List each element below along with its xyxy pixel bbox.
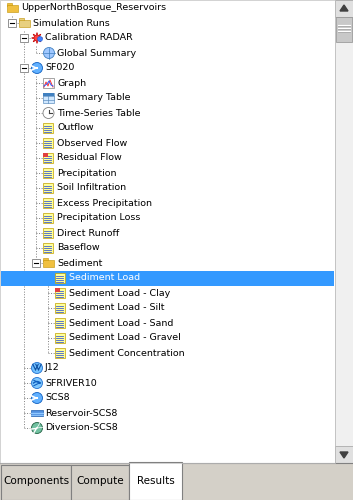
Text: UpperNorthBosque_Reservoirs: UpperNorthBosque_Reservoirs (21, 4, 166, 13)
Bar (71, 465, 129, 500)
Bar (43, 243, 53, 253)
Circle shape (31, 62, 42, 74)
Circle shape (43, 108, 54, 118)
Text: Soil Infiltration: Soil Infiltration (57, 184, 126, 192)
Bar (55, 273, 65, 283)
Text: Sediment Load - Clay: Sediment Load - Clay (69, 288, 170, 298)
Bar (43, 93, 54, 96)
Bar (43, 198, 53, 208)
Bar (43, 153, 53, 163)
Text: Direct Runoff: Direct Runoff (57, 228, 119, 237)
Bar (1, 270, 334, 285)
Bar (55, 348, 65, 358)
Text: Outflow: Outflow (57, 124, 94, 132)
Polygon shape (340, 452, 348, 458)
Bar (55, 288, 60, 292)
Bar (335, 0, 353, 463)
Bar (55, 318, 65, 328)
Text: Compute: Compute (76, 476, 124, 486)
Bar (129, 462, 182, 500)
Text: Sediment Load - Gravel: Sediment Load - Gravel (69, 334, 181, 342)
Text: Diversion-SCS8: Diversion-SCS8 (45, 424, 118, 432)
Bar (43, 138, 53, 148)
Circle shape (31, 362, 42, 374)
Bar (7, 5, 18, 12)
Text: Sediment: Sediment (57, 258, 102, 268)
Bar (43, 183, 53, 193)
Bar (43, 260, 54, 267)
Text: Sediment Concentration: Sediment Concentration (69, 348, 185, 358)
Text: Global Summary: Global Summary (57, 48, 136, 58)
Polygon shape (31, 32, 42, 44)
Text: Summary Table: Summary Table (57, 94, 131, 102)
Bar (20, 64, 28, 72)
Polygon shape (340, 5, 348, 11)
Bar (43, 123, 53, 133)
Bar (32, 259, 40, 267)
Bar (7, 3, 12, 6)
Text: Observed Flow: Observed Flow (57, 138, 127, 147)
Bar (43, 93, 54, 103)
Text: Sediment Load - Silt: Sediment Load - Silt (69, 304, 164, 312)
Circle shape (43, 48, 54, 58)
Circle shape (31, 422, 42, 434)
Bar (335, 446, 353, 463)
Bar (55, 288, 65, 298)
Text: Residual Flow: Residual Flow (57, 154, 122, 162)
Text: Simulation Runs: Simulation Runs (33, 18, 110, 28)
Text: Components: Components (3, 476, 69, 486)
Text: Baseflow: Baseflow (57, 244, 100, 252)
Bar (31, 410, 43, 416)
Bar (55, 303, 65, 313)
Bar (55, 333, 65, 343)
Text: Precipitation Loss: Precipitation Loss (57, 214, 140, 222)
Text: SFRIVER10: SFRIVER10 (45, 378, 97, 388)
Text: Precipitation: Precipitation (57, 168, 116, 177)
Text: Excess Precipitation: Excess Precipitation (57, 198, 152, 207)
Bar (43, 213, 53, 223)
Bar (335, 0, 353, 17)
Text: Sediment Load: Sediment Load (69, 274, 140, 282)
Text: Sediment Load - Sand: Sediment Load - Sand (69, 318, 173, 328)
Bar (0, 463, 353, 500)
Bar (336, 17, 352, 42)
Bar (43, 153, 48, 157)
Circle shape (31, 392, 42, 404)
Bar (20, 34, 28, 42)
Text: SF020: SF020 (45, 64, 74, 72)
Bar (43, 228, 53, 238)
Text: Results: Results (137, 476, 174, 486)
Bar (1, 465, 71, 500)
Text: Calibration RADAR: Calibration RADAR (45, 34, 133, 42)
Text: Reservoir-SCS8: Reservoir-SCS8 (45, 408, 118, 418)
Circle shape (31, 378, 42, 388)
Bar (19, 18, 24, 21)
Text: Graph: Graph (57, 78, 86, 88)
Bar (8, 19, 16, 27)
Circle shape (37, 36, 42, 42)
Text: SCS8: SCS8 (45, 394, 70, 402)
Text: Time-Series Table: Time-Series Table (57, 108, 140, 118)
Bar (19, 20, 30, 27)
Bar (43, 168, 53, 178)
Text: J12: J12 (45, 364, 60, 372)
Bar (43, 78, 54, 88)
Bar (43, 258, 48, 260)
